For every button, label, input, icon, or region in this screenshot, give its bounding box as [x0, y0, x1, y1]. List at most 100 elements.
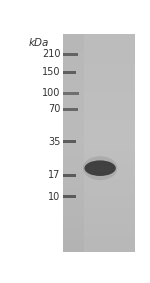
Bar [63, 56, 84, 59]
Bar [63, 128, 84, 132]
Bar [63, 128, 135, 132]
Bar [63, 114, 135, 117]
Bar [63, 110, 135, 114]
Bar [63, 63, 135, 67]
Bar [63, 179, 84, 183]
Bar [63, 136, 135, 139]
Bar [63, 241, 135, 245]
Bar [63, 45, 84, 48]
Bar [63, 96, 135, 99]
Bar [63, 117, 84, 121]
Bar [63, 205, 135, 208]
Bar [63, 70, 76, 74]
Text: 150: 150 [42, 67, 61, 77]
Bar [63, 81, 84, 85]
Bar [63, 223, 84, 226]
Bar [63, 230, 84, 234]
Text: 10: 10 [48, 192, 61, 202]
Bar [63, 172, 135, 175]
Bar [63, 165, 84, 168]
Bar [63, 117, 135, 121]
Bar [63, 38, 84, 41]
Bar [63, 132, 135, 136]
Bar [63, 107, 84, 110]
Bar [63, 186, 84, 190]
Bar [63, 48, 135, 52]
Bar [63, 74, 84, 78]
Bar [63, 92, 84, 96]
Ellipse shape [84, 160, 116, 176]
Bar [63, 190, 135, 194]
Bar [63, 48, 84, 52]
Bar [63, 121, 84, 125]
Bar [63, 212, 84, 216]
Bar [63, 139, 135, 143]
Text: 100: 100 [42, 89, 61, 98]
Bar [63, 114, 84, 117]
Bar [63, 108, 78, 111]
Ellipse shape [88, 165, 112, 171]
Bar [63, 175, 135, 179]
Bar [63, 226, 84, 230]
Bar [63, 38, 135, 41]
Bar [63, 190, 84, 194]
Bar [63, 92, 79, 95]
Text: 35: 35 [48, 137, 61, 147]
Bar [63, 157, 84, 161]
Bar [63, 103, 135, 107]
Bar [63, 67, 135, 70]
Bar [63, 125, 135, 128]
Bar [63, 226, 135, 230]
Bar [63, 103, 84, 107]
Text: 210: 210 [42, 49, 61, 59]
Bar [63, 99, 135, 103]
Bar [63, 34, 135, 38]
Bar [63, 121, 135, 125]
Bar [63, 67, 84, 70]
Bar [63, 154, 135, 157]
Bar [63, 154, 84, 157]
Bar [63, 248, 84, 252]
Bar [63, 136, 84, 139]
Bar [63, 150, 135, 154]
Bar [63, 194, 84, 198]
Bar [63, 234, 135, 237]
Bar [63, 143, 135, 147]
Bar [63, 52, 135, 56]
Bar [63, 183, 84, 186]
Bar [63, 216, 135, 219]
Bar [63, 183, 135, 186]
Bar [63, 157, 135, 161]
Bar [63, 147, 84, 150]
Bar [63, 70, 135, 74]
Bar [63, 198, 135, 201]
Bar [63, 161, 135, 165]
Bar [63, 179, 135, 183]
Bar [63, 194, 135, 198]
Bar [63, 96, 84, 99]
Bar [63, 245, 84, 248]
Text: 70: 70 [48, 104, 61, 114]
Bar [63, 201, 84, 205]
Bar [63, 219, 135, 223]
Bar [63, 208, 135, 212]
Bar [63, 150, 84, 154]
Bar [63, 85, 135, 88]
Bar [63, 212, 135, 216]
Bar [63, 168, 84, 172]
Bar [63, 59, 84, 63]
Bar [63, 34, 84, 38]
Bar [63, 245, 135, 248]
Bar [63, 85, 84, 88]
Bar [63, 139, 84, 143]
Bar [63, 201, 135, 205]
Bar [63, 237, 84, 241]
Bar [63, 219, 84, 223]
Bar [63, 41, 84, 45]
Bar [63, 52, 84, 56]
Bar [63, 41, 135, 45]
Bar [63, 125, 84, 128]
Bar [63, 110, 84, 114]
Bar [63, 174, 76, 177]
Text: 17: 17 [48, 170, 61, 180]
